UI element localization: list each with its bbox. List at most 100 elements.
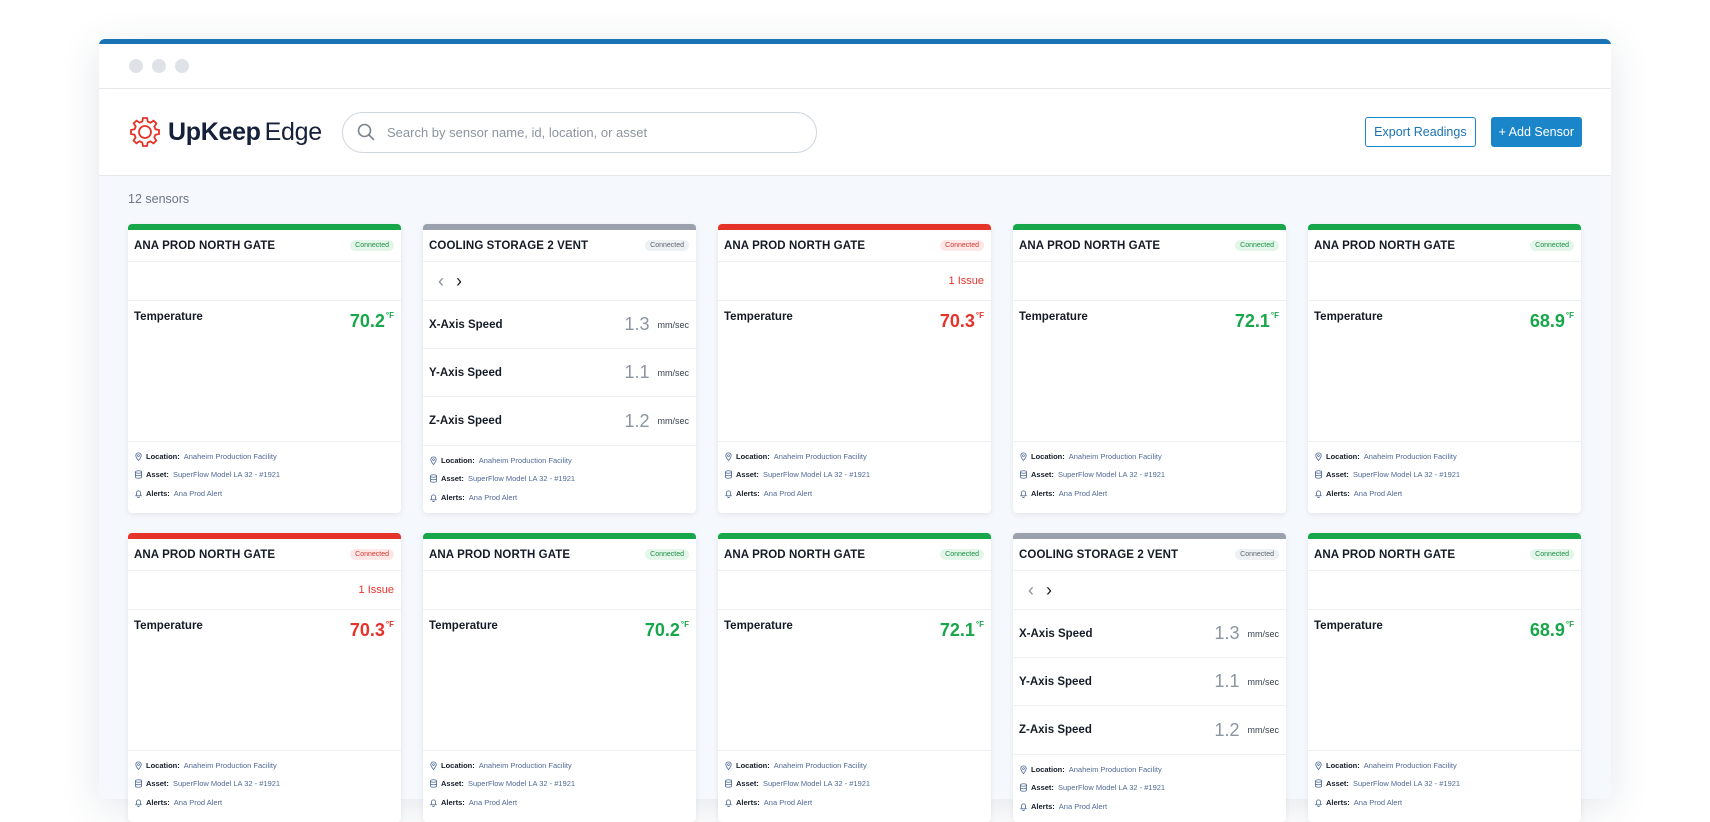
location-value[interactable]: Anaheim Production Facility [1363,760,1457,770]
sensor-card[interactable]: ANA PROD NORTH GATE Connected Temperatur… [423,533,696,822]
sensor-title: COOLING STORAGE 2 VENT [1019,548,1179,561]
issue-row [718,571,991,610]
sensor-card[interactable]: COOLING STORAGE 2 VENT Connected ‹ › X-A… [423,224,696,513]
alerts-value[interactable]: Ana Prod Alert [468,797,518,807]
location-value[interactable]: Anaheim Production Facility [773,451,867,461]
asset-key: Asset: [736,779,759,789]
status-badge: Connected [1235,549,1279,560]
metric-value: 68.9 [1529,311,1565,331]
asset-value[interactable]: SuperFlow Model LA 32 - #1921 [1352,779,1461,789]
alerts-key: Alerts: [736,797,760,807]
status-bar [128,224,401,230]
metrics-area: Temperature 70.3°F [128,610,401,750]
card-footer: Location: Anaheim Production Facility Ass… [128,441,401,513]
issue-row [1013,262,1286,301]
asset-value[interactable]: SuperFlow Model LA 32 - #1921 [172,779,281,789]
sensor-card[interactable]: ANA PROD NORTH GATE Connected Temperatur… [718,533,991,822]
alerts-row: Alerts: Ana Prod Alert [1314,484,1575,503]
sensor-card[interactable]: ANA PROD NORTH GATE Connected 1 Issue Te… [128,533,401,822]
asset-value[interactable]: SuperFlow Model LA 32 - #1921 [467,779,576,789]
asset-value[interactable]: SuperFlow Model LA 32 - #1921 [1057,783,1166,793]
metric-row: Temperature 70.3°F [718,301,991,349]
sensor-card[interactable]: ANA PROD NORTH GATE Connected Temperatur… [128,224,401,513]
metric-value: 1.3 [1214,623,1240,643]
location-key: Location: [146,760,180,770]
location-value[interactable]: Anaheim Production Facility [183,451,277,461]
alerts-value[interactable]: Ana Prod Alert [1058,801,1108,811]
prev-arrow-icon[interactable]: ‹ [438,271,444,291]
alerts-key: Alerts: [1031,488,1055,498]
alert-bell-icon [1315,490,1322,498]
asset-value[interactable]: SuperFlow Model LA 32 - #1921 [467,474,576,484]
status-badge: Connected [1530,549,1574,560]
window-maximize-dot[interactable] [175,59,189,73]
location-value[interactable]: Anaheim Production Facility [1363,451,1457,461]
metric-value-wrap: 72.1°F [1235,311,1279,332]
alerts-value[interactable]: Ana Prod Alert [173,797,223,807]
logo[interactable]: UpKeep Edge [128,115,338,149]
asset-value[interactable]: SuperFlow Model LA 32 - #1921 [762,470,871,480]
sensor-title: ANA PROD NORTH GATE [1314,548,1456,561]
asset-key: Asset: [1031,470,1054,480]
location-value[interactable]: Anaheim Production Facility [773,760,867,770]
metric-value: 70.2 [644,620,680,640]
status-badge: Connected [645,240,689,251]
sensor-card[interactable]: COOLING STORAGE 2 VENT Connected ‹ › X-A… [1013,533,1286,822]
alerts-value[interactable]: Ana Prod Alert [1353,797,1403,807]
sensor-card[interactable]: ANA PROD NORTH GATE Connected Temperatur… [1308,533,1581,822]
metric-unit: mm/sec [1247,725,1280,735]
next-arrow-icon[interactable]: › [456,271,462,291]
alerts-value[interactable]: Ana Prod Alert [1058,488,1108,498]
asset-value[interactable]: SuperFlow Model LA 32 - #1921 [172,470,281,480]
asset-key: Asset: [1326,779,1349,789]
location-pin-icon [135,452,142,461]
alerts-value[interactable]: Ana Prod Alert [468,492,518,502]
alerts-value[interactable]: Ana Prod Alert [763,797,813,807]
alerts-value[interactable]: Ana Prod Alert [1353,488,1403,498]
asset-key: Asset: [736,470,759,480]
asset-value[interactable]: SuperFlow Model LA 32 - #1921 [1352,470,1461,480]
location-value[interactable]: Anaheim Production Facility [183,760,277,770]
asset-key: Asset: [1326,470,1349,480]
asset-value[interactable]: SuperFlow Model LA 32 - #1921 [1057,470,1166,480]
issue-link[interactable]: 1 Issue [358,584,394,596]
export-readings-button[interactable]: Export Readings [1365,117,1476,147]
card-footer: Location: Anaheim Production Facility Ass… [1308,441,1581,513]
asset-value[interactable]: SuperFlow Model LA 32 - #1921 [762,779,871,789]
search-input[interactable] [387,124,767,140]
metrics-area: Temperature 72.1°F [718,610,991,750]
logo-light: Edge [264,117,322,146]
sensor-card[interactable]: ANA PROD NORTH GATE Connected Temperatur… [1308,224,1581,513]
next-arrow-icon[interactable]: › [1046,580,1052,600]
status-badge: Connected [1235,240,1279,251]
card-header: ANA PROD NORTH GATE Connected [718,539,991,571]
sensor-card[interactable]: ANA PROD NORTH GATE Connected Temperatur… [1013,224,1286,513]
card-header: ANA PROD NORTH GATE Connected [1308,539,1581,571]
alerts-value[interactable]: Ana Prod Alert [173,488,223,498]
asset-key: Asset: [1031,783,1054,793]
location-value[interactable]: Anaheim Production Facility [478,760,572,770]
window-minimize-dot[interactable] [152,59,166,73]
sensor-card[interactable]: ANA PROD NORTH GATE Connected 1 Issue Te… [718,224,991,513]
metric-unit: °F [975,620,984,629]
alerts-value[interactable]: Ana Prod Alert [763,488,813,498]
asset-key: Asset: [441,474,464,484]
metric-unit: mm/sec [657,416,690,426]
location-value[interactable]: Anaheim Production Facility [478,455,572,465]
alerts-row: Alerts: Ana Prod Alert [1019,484,1280,503]
metric-value: 1.1 [1214,671,1240,691]
card-footer: Location: Anaheim Production Facility Ass… [423,750,696,822]
add-sensor-button[interactable]: + Add Sensor [1490,117,1582,147]
prev-arrow-icon[interactable]: ‹ [1028,580,1034,600]
asset-row: Asset: SuperFlow Model LA 32 - #1921 [1019,466,1280,485]
location-value[interactable]: Anaheim Production Facility [1068,451,1162,461]
window-titlebar [99,44,1611,89]
location-value[interactable]: Anaheim Production Facility [1068,764,1162,774]
issue-link[interactable]: 1 Issue [948,275,984,287]
search-box[interactable] [342,111,817,153]
status-badge: Connected [940,549,984,560]
window-close-dot[interactable] [129,59,143,73]
status-bar [423,224,696,230]
search-icon [357,123,375,141]
status-bar [718,533,991,539]
